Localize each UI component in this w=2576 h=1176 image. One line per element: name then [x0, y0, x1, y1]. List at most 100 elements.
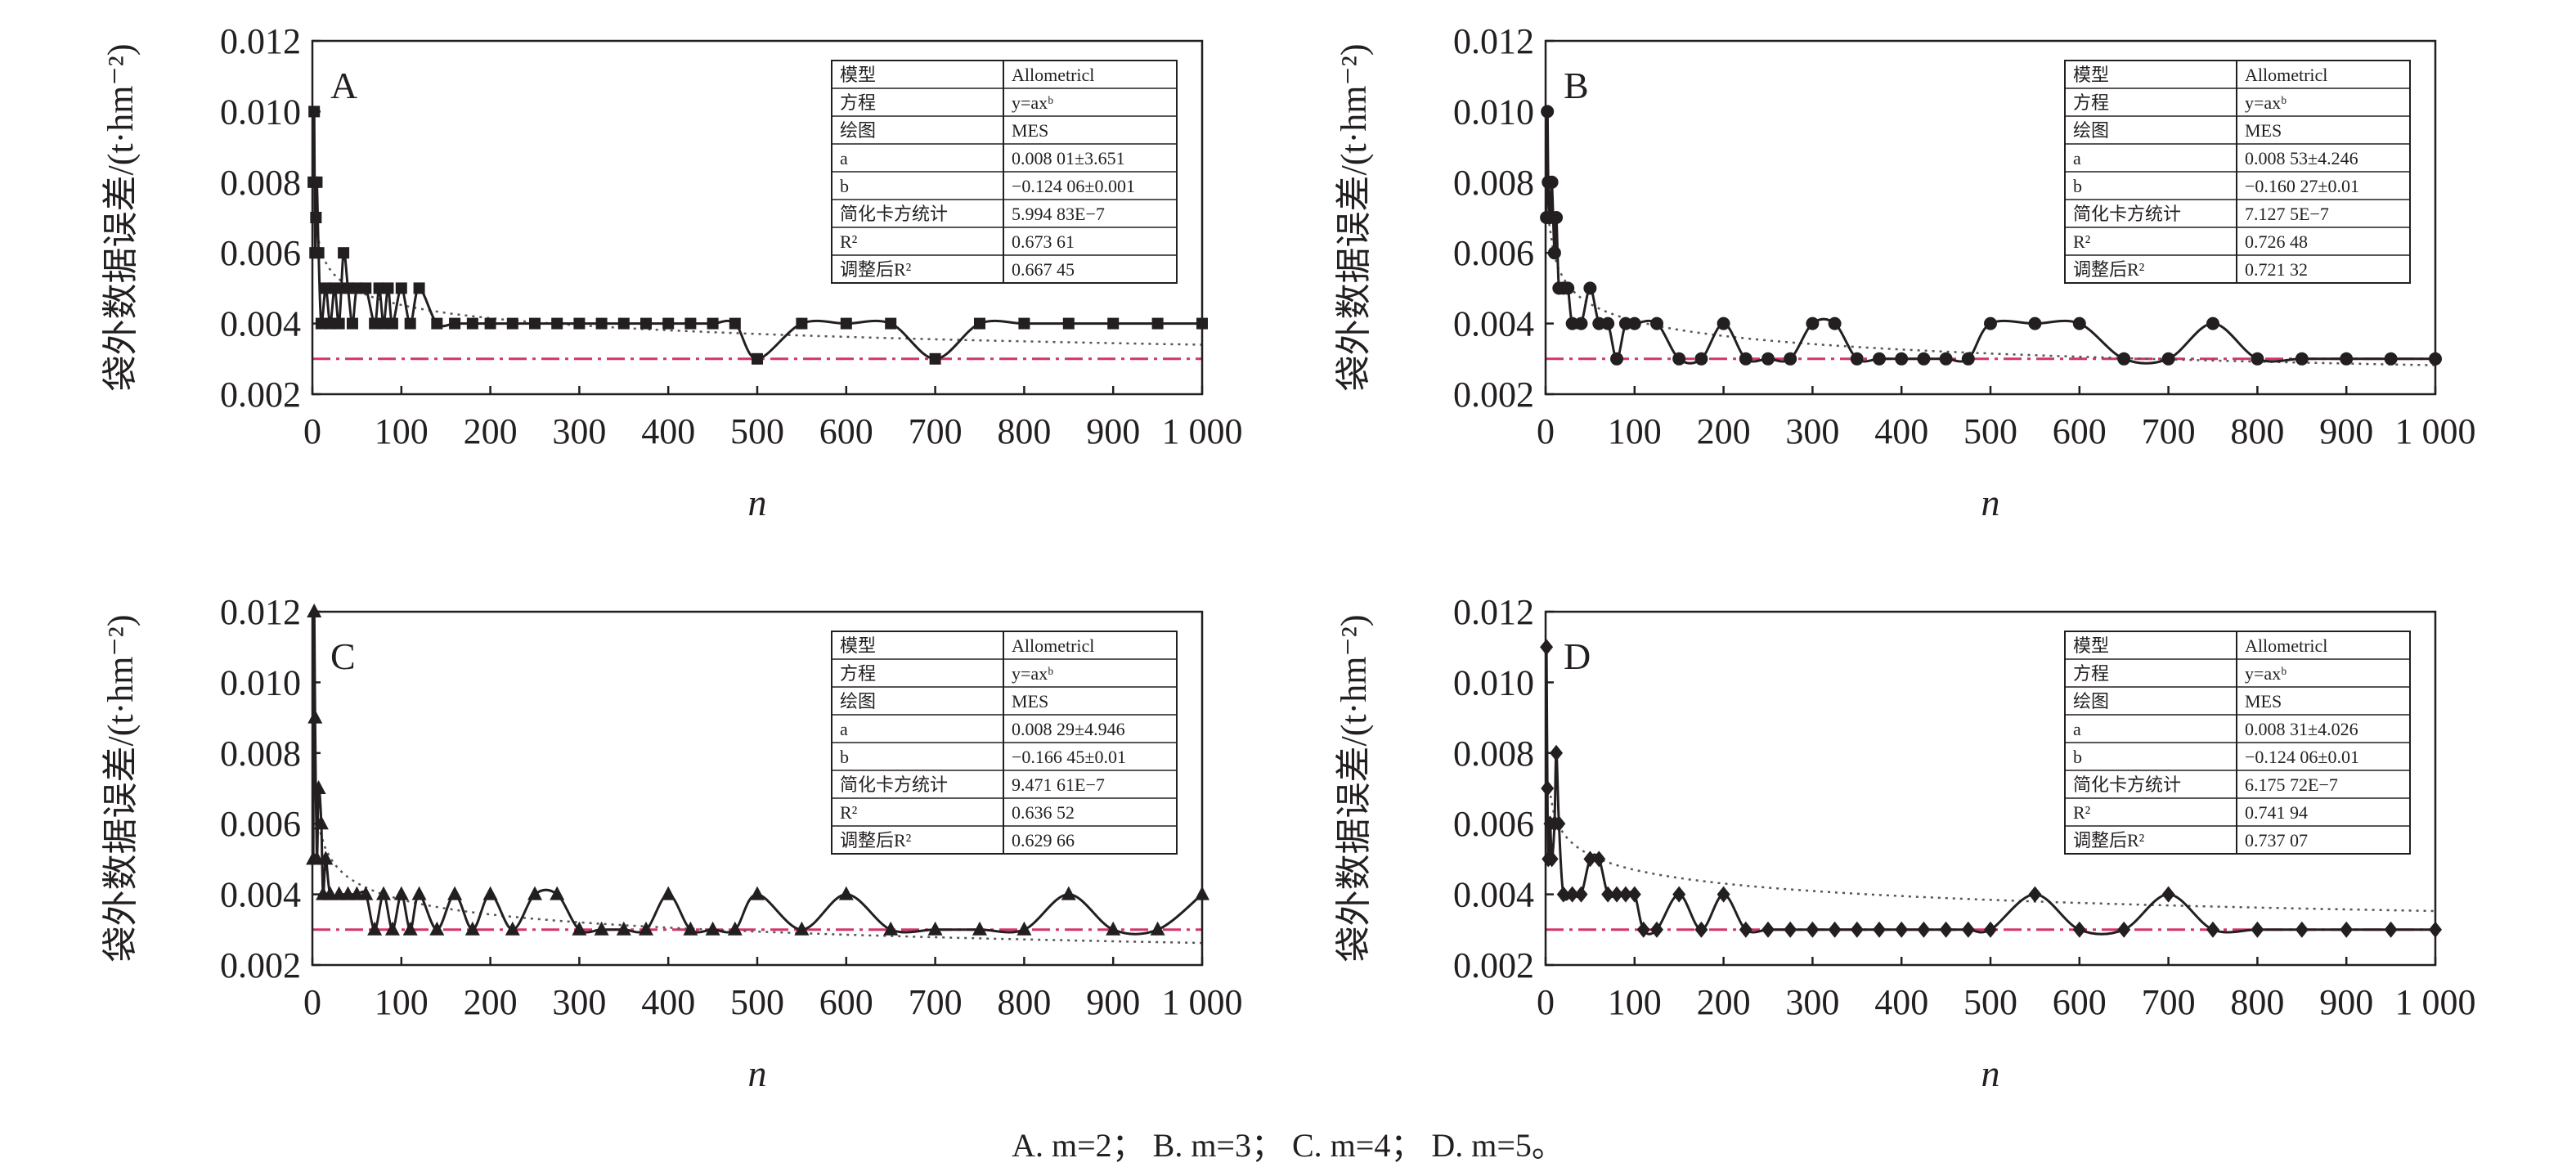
data-point-6 — [315, 317, 327, 330]
data-point-9 — [1565, 886, 1579, 903]
data-point-21 — [1717, 886, 1730, 903]
data-point-37 — [707, 317, 719, 330]
panel-letter: C — [330, 635, 356, 677]
data-point-32 — [1961, 352, 1975, 366]
data-point-20 — [447, 886, 463, 900]
x-tick-label: 900 — [1086, 411, 1140, 451]
data-point-34 — [2028, 886, 2042, 903]
series-markers — [1540, 105, 2442, 366]
x-tick-label: 300 — [1785, 411, 1839, 451]
data-point-8 — [1556, 886, 1570, 903]
stats-value: 0.667 45 — [1012, 259, 1075, 280]
stats-value: y=axᵇ — [1012, 663, 1053, 684]
x-tick-label: 0 — [303, 982, 321, 1022]
stats-key: b — [2073, 747, 2082, 767]
data-point-20 — [386, 317, 398, 330]
data-point-9 — [329, 282, 341, 294]
data-point-6 — [1550, 744, 1564, 761]
data-point-38 — [927, 921, 943, 936]
data-point-29 — [1895, 921, 1909, 938]
data-point-27 — [1850, 352, 1864, 366]
data-point-42 — [885, 317, 897, 330]
data-point-17 — [1627, 316, 1641, 330]
y-tick-label: 0.002 — [1453, 375, 1534, 415]
data-point-15 — [360, 282, 372, 294]
data-point-39 — [752, 352, 763, 365]
data-point-25 — [1806, 921, 1820, 938]
data-point-37 — [2161, 352, 2175, 366]
chart-panel-b: 0.002 0.004 0.006 0.008 0.010 0.012 0 100 200 300… — [1334, 21, 2476, 523]
y-axis-label: 袋外数据误差/(t·hm⁻²) — [1334, 43, 1374, 391]
data-point-19 — [429, 921, 445, 936]
data-point-40 — [1016, 921, 1032, 936]
data-point-31 — [573, 317, 586, 330]
stats-table: 模型 Allometricl 方程 y=axᵇ 绘图 MES a 0.008 53±4.246… — [2064, 60, 2411, 284]
stats-key: 方程 — [2073, 663, 2109, 684]
data-point-25 — [1806, 316, 1820, 330]
data-point-36 — [684, 317, 697, 330]
data-point-43 — [929, 352, 941, 365]
data-point-33 — [727, 921, 743, 936]
stats-table: 模型 Allometricl 方程 y=axᵇ 绘图 MES a 0.008 31±4.026… — [2064, 631, 2411, 855]
data-point-19 — [1672, 886, 1686, 903]
y-tick-label: 0.010 — [1453, 662, 1534, 702]
data-point-16 — [369, 317, 381, 330]
y-axis-label: 袋外数据误差/(t·hm⁻²) — [1334, 614, 1374, 962]
stats-value: Allometricl — [2245, 635, 2327, 656]
data-point-4 — [311, 780, 326, 794]
x-axis-label: n — [1981, 1053, 2000, 1094]
x-tick-label: 900 — [1086, 982, 1140, 1022]
data-point-31 — [1939, 921, 1953, 938]
data-point-25 — [550, 886, 565, 900]
data-point-43 — [1150, 921, 1165, 936]
stats-key: 简化卡方统计 — [2073, 774, 2181, 795]
x-tick-label: 0 — [1537, 982, 1555, 1022]
x-axis-label: n — [748, 482, 767, 523]
stats-key: 模型 — [840, 65, 876, 85]
stats-value: 0.721 32 — [2245, 259, 2308, 280]
stats-value: 0.673 61 — [1012, 231, 1075, 252]
data-point-1 — [1541, 780, 1555, 797]
x-tick-label: 400 — [1874, 982, 1928, 1022]
stats-value: MES — [1012, 691, 1048, 711]
data-point-14 — [351, 282, 363, 294]
stats-value: MES — [2245, 120, 2282, 141]
x-tick-label: 200 — [1697, 982, 1751, 1022]
stats-value: −0.166 45±0.01 — [1012, 747, 1126, 767]
x-tick-label: 800 — [997, 411, 1051, 451]
data-point-33 — [1984, 921, 1997, 938]
data-point-42 — [2384, 921, 2398, 938]
y-tick-label: 0.002 — [1453, 945, 1534, 985]
series-markers — [307, 105, 1208, 365]
data-point-24 — [1784, 921, 1797, 938]
stats-value: y=axᵇ — [2245, 663, 2287, 684]
data-point-25 — [449, 317, 461, 330]
data-point-6 — [1550, 211, 1564, 224]
stats-value: y=axᵇ — [1012, 92, 1053, 113]
data-point-23 — [1761, 921, 1775, 938]
stats-key: b — [840, 176, 849, 196]
data-point-48 — [1151, 317, 1164, 330]
stats-value: 0.008 31±4.026 — [2245, 719, 2358, 739]
data-point-12 — [342, 282, 354, 294]
y-tick-label: 0.002 — [220, 375, 301, 415]
data-point-11 — [1583, 851, 1597, 868]
data-point-13 — [367, 921, 383, 936]
x-tick-label: 200 — [1697, 411, 1751, 451]
data-point-41 — [840, 317, 852, 330]
y-tick-label: 0.006 — [220, 233, 301, 273]
stats-key: 方程 — [840, 92, 876, 113]
stats-value: 0.726 48 — [2245, 231, 2308, 252]
panel-letter: D — [1564, 635, 1591, 677]
stats-value: MES — [1012, 120, 1048, 141]
y-tick-label: 0.008 — [1453, 734, 1534, 774]
x-tick-label: 100 — [375, 982, 429, 1022]
fit-curve — [1548, 223, 2435, 366]
data-point-24 — [431, 317, 443, 330]
x-tick-label: 300 — [552, 982, 606, 1022]
data-point-41 — [1061, 886, 1076, 900]
panel-letter: B — [1564, 65, 1589, 106]
data-point-10 — [1574, 886, 1588, 903]
x-tick-label: 200 — [464, 982, 518, 1022]
stats-value: −0.160 27±0.01 — [2245, 176, 2359, 196]
